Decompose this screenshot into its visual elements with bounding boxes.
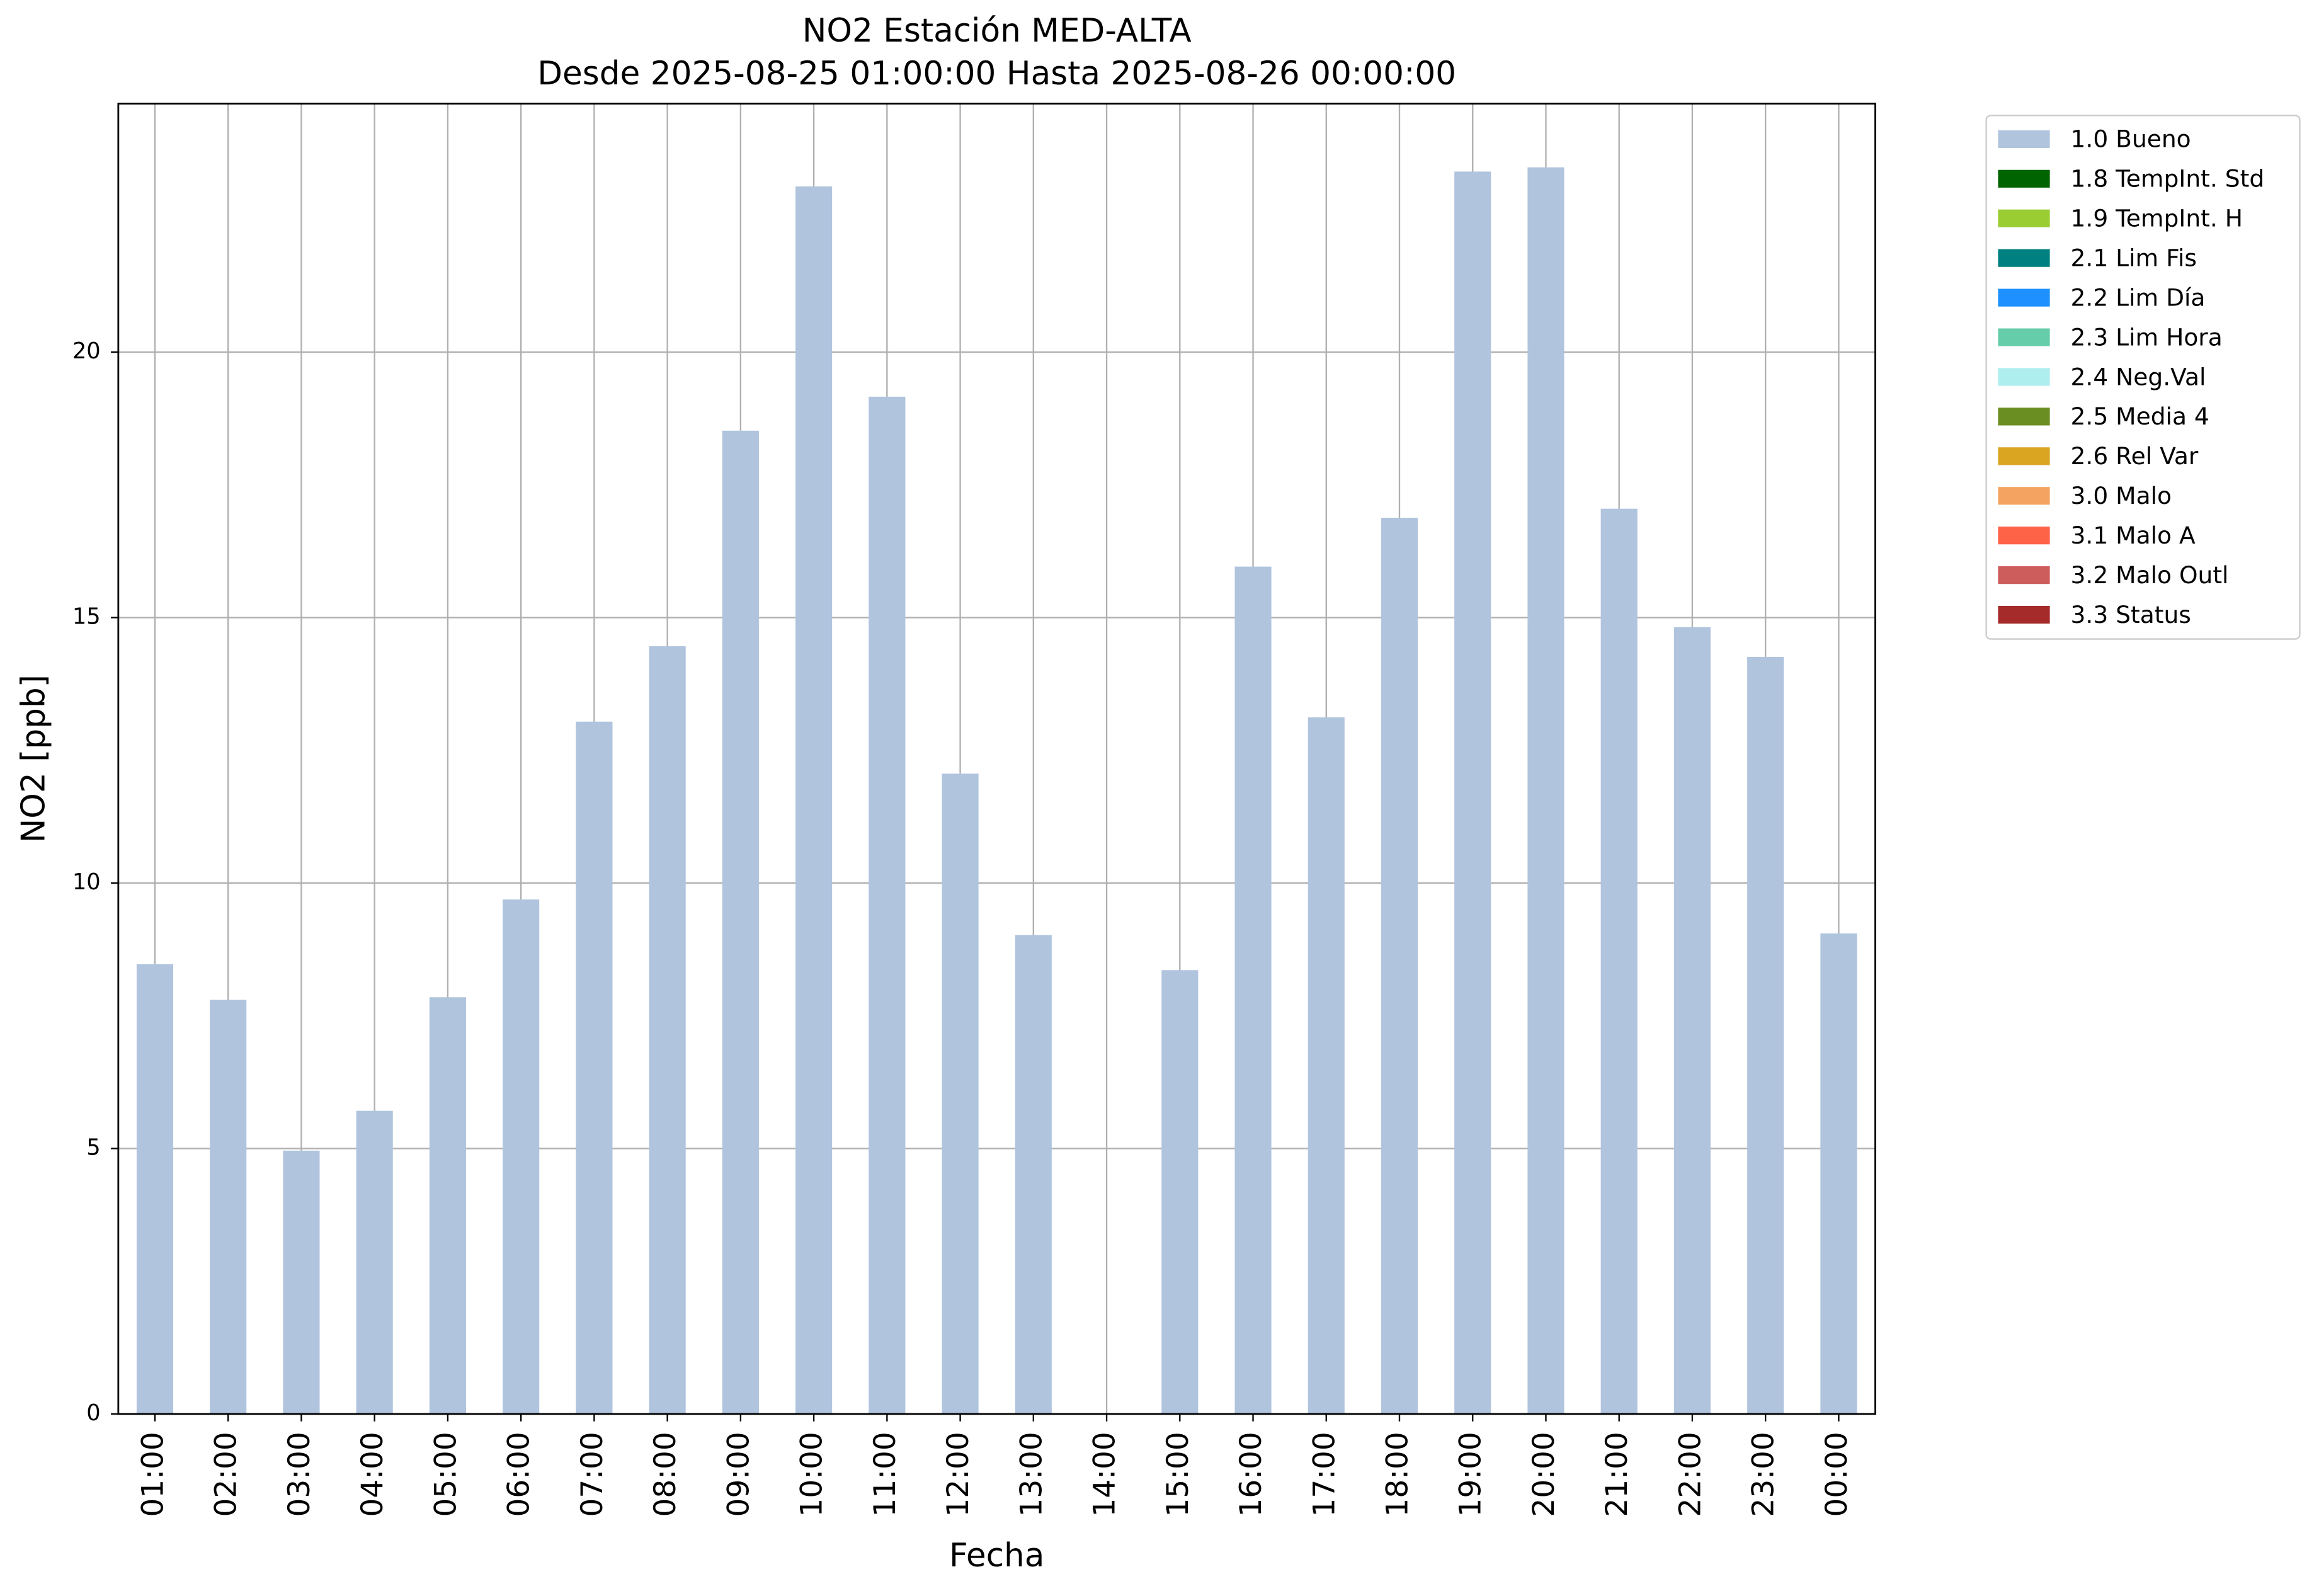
x-tick-label: 14:00 xyxy=(1088,1432,1122,1517)
legend-swatch xyxy=(1998,130,2050,148)
x-tick-label: 07:00 xyxy=(575,1432,610,1517)
legend-label: 3.3 Status xyxy=(2071,601,2191,629)
x-tick-label: 04:00 xyxy=(355,1432,390,1517)
bar xyxy=(429,997,466,1415)
x-tick-label: 08:00 xyxy=(648,1432,683,1517)
legend-swatch xyxy=(1998,368,2050,386)
bar xyxy=(210,1000,247,1415)
legend-label: 1.9 TempInt. H xyxy=(2071,205,2243,232)
legend-swatch xyxy=(1998,249,2050,267)
x-tick-label: 16:00 xyxy=(1234,1432,1268,1517)
x-tick-label: 21:00 xyxy=(1600,1432,1634,1517)
bar xyxy=(1381,518,1418,1415)
bar xyxy=(576,721,613,1415)
legend-label: 3.2 Malo Outl xyxy=(2071,561,2229,589)
bar xyxy=(722,430,759,1415)
bar xyxy=(1308,717,1345,1415)
legend-swatch xyxy=(1998,605,2050,624)
x-tick-label: 22:00 xyxy=(1673,1432,1707,1517)
y-tick-label: 0 xyxy=(86,1400,100,1426)
y-tick-label: 15 xyxy=(72,604,101,630)
x-tick-label: 05:00 xyxy=(428,1432,463,1517)
legend: 1.0 Bueno 1.8 TempInt. Std 1.9 TempInt. H 2… xyxy=(1998,125,2264,629)
bar xyxy=(795,186,833,1415)
legend-swatch xyxy=(1998,169,2050,188)
bar xyxy=(1234,566,1272,1415)
x-tick-label: 19:00 xyxy=(1454,1432,1488,1517)
x-tick-label: 17:00 xyxy=(1307,1432,1342,1517)
y-axis-label: NO2 [ppb] xyxy=(14,675,52,843)
bar xyxy=(283,1150,320,1415)
x-axis-label: Fecha xyxy=(949,1537,1044,1575)
bar xyxy=(1673,627,1711,1415)
bar xyxy=(1454,171,1491,1415)
bar xyxy=(649,646,686,1415)
x-tick-label: 23:00 xyxy=(1746,1432,1781,1517)
bar xyxy=(1747,656,1784,1415)
legend-swatch xyxy=(1998,288,2050,307)
bar xyxy=(1820,933,1857,1415)
y-tick-label: 10 xyxy=(72,869,101,895)
bar xyxy=(942,773,979,1415)
legend-swatch xyxy=(1998,328,2050,346)
legend-label: 2.1 Lim Fis xyxy=(2071,244,2197,272)
legend-label: 2.2 Lim Día xyxy=(2071,283,2206,311)
chart-title: NO2 Estación MED-ALTA xyxy=(802,12,1192,50)
bar xyxy=(869,396,906,1415)
legend-swatch xyxy=(1998,566,2050,584)
bar xyxy=(1527,167,1564,1415)
chart-subtitle: Desde 2025-08-25 01:00:00 Hasta 2025-08-… xyxy=(537,55,1456,93)
legend-label: 1.8 TempInt. Std xyxy=(2071,165,2265,193)
x-tick-label: 18:00 xyxy=(1380,1432,1415,1517)
bar xyxy=(356,1110,393,1415)
x-tick-label: 09:00 xyxy=(721,1432,756,1517)
bar xyxy=(1015,935,1052,1415)
legend-label: 2.5 Media 4 xyxy=(2071,402,2209,430)
x-tick-label: 02:00 xyxy=(209,1432,244,1517)
legend-label: 3.1 Malo A xyxy=(2071,522,2196,549)
bar xyxy=(1600,508,1638,1415)
bar xyxy=(1161,970,1199,1415)
x-tick-label: 00:00 xyxy=(1820,1432,1854,1517)
bar xyxy=(503,899,540,1415)
legend-label: 2.3 Lim Hora xyxy=(2071,323,2223,351)
legend-box xyxy=(1985,115,2301,640)
x-tick-label: 01:00 xyxy=(135,1432,170,1517)
x-tick-label: 13:00 xyxy=(1014,1432,1049,1517)
legend-label: 3.0 Malo xyxy=(2071,482,2172,510)
y-tick-label: 5 xyxy=(86,1135,100,1161)
legend-label: 2.6 Rel Var xyxy=(2071,442,2199,470)
plot-frame xyxy=(117,103,1876,1415)
x-tick-label: 11:00 xyxy=(868,1432,903,1517)
bar xyxy=(136,964,174,1415)
y-tick-label: 20 xyxy=(72,338,101,364)
legend-swatch xyxy=(1998,408,2050,426)
legend-swatch xyxy=(1998,447,2050,465)
x-tick-label: 06:00 xyxy=(502,1432,537,1517)
bars xyxy=(136,167,1857,1415)
x-tick-label: 20:00 xyxy=(1527,1432,1561,1517)
x-tick-label: 10:00 xyxy=(795,1432,829,1517)
x-tick-label: 12:00 xyxy=(941,1432,976,1517)
legend-label: 2.4 Neg.Val xyxy=(2071,363,2206,390)
x-tick-label: 03:00 xyxy=(282,1432,317,1517)
legend-swatch xyxy=(1998,487,2050,505)
legend-swatch xyxy=(1998,209,2050,227)
legend-label: 1.0 Bueno xyxy=(2071,125,2191,153)
x-tick-label: 15:00 xyxy=(1161,1432,1195,1517)
legend-swatch xyxy=(1998,527,2050,545)
